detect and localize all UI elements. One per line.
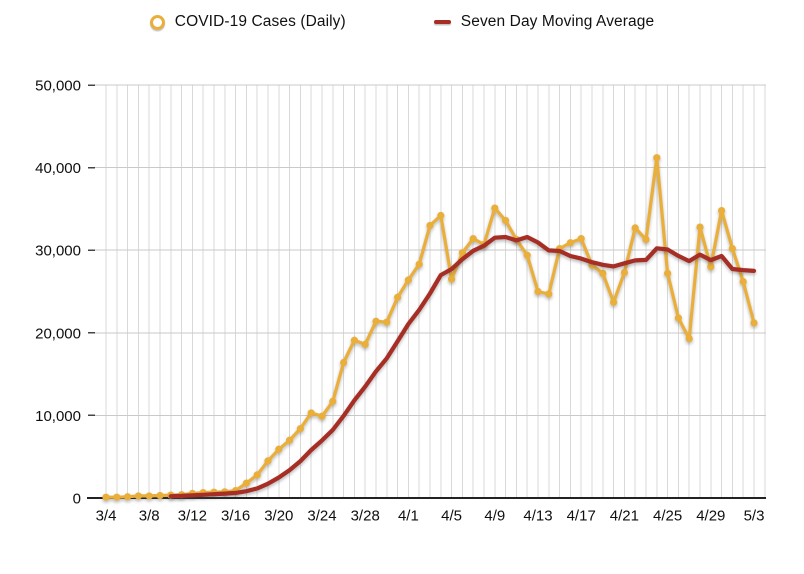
daily-cases-point xyxy=(145,492,153,500)
daily-cases-point xyxy=(307,409,315,417)
x-tick-label: 3/24 xyxy=(307,508,336,525)
daily-cases-point xyxy=(415,260,423,268)
daily-cases-point xyxy=(372,317,380,325)
y-tick-label: 10,000 xyxy=(35,408,81,425)
daily-cases-point xyxy=(404,276,412,284)
daily-cases-point xyxy=(739,277,747,286)
x-tick-label: 4/1 xyxy=(398,508,419,525)
daily-cases-point xyxy=(124,493,132,501)
daily-cases-point xyxy=(458,249,466,257)
x-tick-label: 4/25 xyxy=(653,508,682,525)
x-tick-label: 3/8 xyxy=(139,508,160,525)
legend-item-moving-average: Seven Day Moving Average xyxy=(433,13,655,31)
daily-cases-point xyxy=(275,445,283,453)
legend-label-moving-average: Seven Day Moving Average xyxy=(460,13,655,30)
moving-average-dash-icon xyxy=(433,19,451,25)
daily-cases-point xyxy=(286,436,294,444)
daily-cases-point xyxy=(318,412,326,420)
daily-cases-point xyxy=(448,275,456,283)
daily-cases-point xyxy=(664,269,672,277)
daily-cases-point xyxy=(361,340,369,348)
daily-cases-point xyxy=(718,206,726,215)
y-tick-label: 50,000 xyxy=(35,78,81,95)
daily-cases-point xyxy=(383,318,391,326)
legend: COVID-19 Cases (Daily) Seven Day Moving … xyxy=(0,13,804,31)
y-tick-label: 20,000 xyxy=(35,325,81,342)
daily-cases-point xyxy=(750,319,758,327)
y-axis-labels: 0 10,000 20,000 30,000 40,000 50,000 xyxy=(35,78,81,508)
daily-cases-point xyxy=(599,269,607,277)
legend-label-daily-cases: COVID-19 Cases (Daily) xyxy=(174,13,346,30)
daily-cases-point xyxy=(437,211,445,220)
x-tick-label: 4/5 xyxy=(441,508,462,525)
daily-cases-point xyxy=(102,493,110,501)
x-tick-label: 3/16 xyxy=(221,508,250,525)
daily-cases-point xyxy=(545,290,553,298)
daily-cases-point xyxy=(631,224,639,232)
daily-cases-point xyxy=(134,492,142,500)
daily-cases-point xyxy=(394,293,402,301)
daily-cases-point xyxy=(264,457,272,465)
x-tick-label: 4/17 xyxy=(567,508,596,525)
daily-cases-point xyxy=(350,336,358,344)
y-tick-label: 40,000 xyxy=(35,160,81,177)
x-tick-label: 3/28 xyxy=(351,508,380,525)
daily-cases-ring-icon xyxy=(149,14,165,30)
x-tick-label: 4/13 xyxy=(523,508,552,525)
daily-cases-point xyxy=(577,235,585,243)
daily-cases-point xyxy=(566,239,575,247)
daily-cases-point xyxy=(685,334,693,343)
daily-cases-point xyxy=(156,491,164,500)
daily-cases-point xyxy=(674,314,683,322)
y-tick-label: 0 xyxy=(73,491,81,508)
daily-cases-point xyxy=(242,479,250,487)
daily-cases-point xyxy=(426,221,434,230)
daily-cases-point xyxy=(707,263,715,271)
x-tick-label: 3/20 xyxy=(264,508,293,525)
daily-cases-point xyxy=(696,223,704,231)
daily-cases-point xyxy=(642,235,650,244)
x-axis-labels: 3/4 3/8 3/12 3/16 3/20 3/24 3/28 4/1 4/5 4/9 4/13 4… xyxy=(96,508,765,525)
legend-item-daily-cases: COVID-19 Cases (Daily) xyxy=(149,13,346,31)
daily-cases-point xyxy=(253,471,261,479)
daily-cases-point xyxy=(534,287,542,296)
daily-cases-point xyxy=(469,235,477,243)
x-tick-label: 4/9 xyxy=(484,508,505,525)
x-tick-label: 4/21 xyxy=(610,508,639,525)
daily-cases-point xyxy=(296,425,304,433)
x-tick-label: 4/29 xyxy=(696,508,725,525)
daily-cases-point xyxy=(523,251,531,259)
daily-cases-point xyxy=(113,493,121,501)
daily-cases-point xyxy=(329,397,337,405)
daily-cases-point xyxy=(728,244,737,253)
daily-cases-point xyxy=(620,268,629,277)
y-tick-label: 30,000 xyxy=(35,243,81,260)
y-axis-ticks xyxy=(88,84,95,499)
moving-average-series xyxy=(168,234,757,499)
x-tick-label: 3/12 xyxy=(178,508,207,525)
vertical-gridlines xyxy=(105,85,766,498)
x-tick-label: 3/4 xyxy=(96,508,117,525)
daily-cases-point xyxy=(610,298,618,306)
daily-cases-point xyxy=(653,154,661,162)
daily-cases-point xyxy=(491,204,499,212)
daily-cases-point xyxy=(340,358,348,367)
daily-cases-point xyxy=(502,216,510,225)
x-tick-label: 5/3 xyxy=(744,508,765,525)
